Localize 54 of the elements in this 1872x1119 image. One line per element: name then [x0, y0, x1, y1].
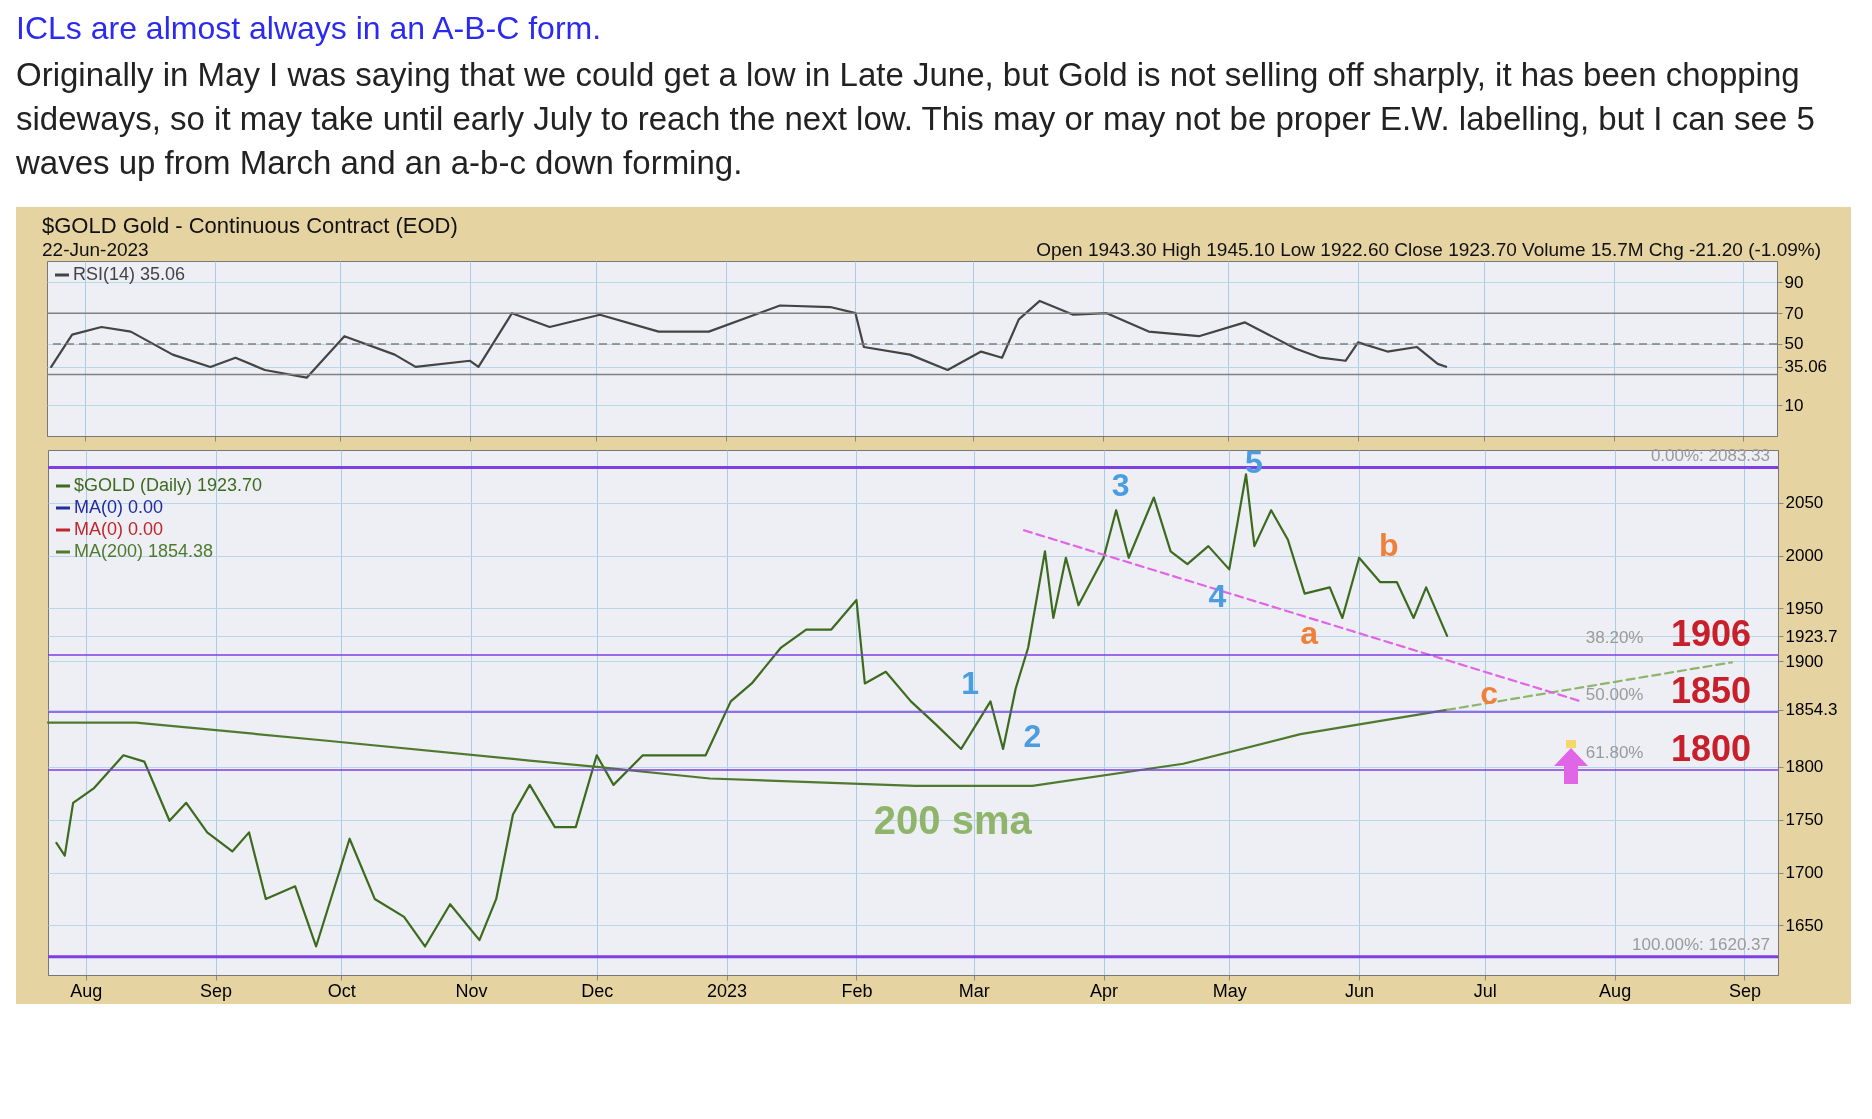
line-series: [50, 299, 1448, 379]
x-tick-label: Mar: [958, 980, 990, 1001]
y-tick-label: 1750: [1785, 810, 1824, 830]
y-tick-label: 1650: [1785, 915, 1824, 935]
annotation: c: [1480, 675, 1498, 712]
x-tick-label: Sep: [1728, 980, 1761, 1001]
y-tick-label: 35.06: [1784, 357, 1828, 377]
x-tick-label: Feb: [841, 980, 873, 1001]
text: $GOLD Gold - Continuous Contract (EOD): [42, 213, 459, 239]
y-tick-label: 2000: [1785, 546, 1824, 566]
legend-label: RSI(14) 35.06: [73, 264, 186, 284]
line-series: [46, 708, 1449, 788]
y-tick-label: 1700: [1785, 863, 1824, 883]
x-tick-label: Apr: [1090, 980, 1119, 1001]
legend-label: $GOLD (Daily) 1923.70: [74, 475, 263, 495]
annotation: 2: [1023, 718, 1042, 755]
chart-title: ICLs are almost always in an A-B-C form.: [15, 9, 603, 47]
line-series: [55, 473, 1449, 948]
x-tick-label: Sep: [200, 980, 233, 1001]
legend-label: MA(0) 0.00: [74, 519, 164, 539]
legend-label: MA(0) 0.00: [74, 497, 164, 517]
text: 22-Jun-2023: [42, 239, 149, 261]
y-tick-label: 1854.3: [1785, 700, 1838, 720]
x-tick-label: Jul: [1473, 980, 1497, 1001]
annotation: a: [1300, 614, 1319, 651]
annotation: 3: [1111, 466, 1130, 503]
y-tick-label: 1800: [1785, 757, 1824, 777]
y-tick-label: 90: [1784, 272, 1804, 292]
x-tick-label: Aug: [70, 980, 103, 1001]
legend-label: MA(200) 1854.38: [74, 541, 214, 561]
annotation: 38.20%: [1585, 627, 1644, 647]
y-tick-label: 2050: [1785, 493, 1824, 513]
x-tick-label: Aug: [1599, 980, 1632, 1001]
y-tick-label: 1950: [1785, 598, 1824, 618]
annotation: 200 sma: [873, 797, 1033, 842]
annotation: 1906: [1670, 612, 1752, 654]
y-tick-label: 1900: [1785, 651, 1824, 671]
x-tick-label: May: [1212, 980, 1247, 1001]
y-tick-label: 1923.7: [1785, 626, 1838, 646]
text: Open 1943.30 High 1945.10 Low 1922.60 Close 1923.70 Volume 15.7M Chg -21.20 (-1.09%): [1036, 239, 1821, 261]
chart-subtitle: Originally in May I was saying that we could get a low in Late June, but Gold is not selling off sharply, it has been chopping sideways, so it may take until early July to reach the next low. This may or may not be proper E.W. labelling, but I can see 5 waves up from March and an a-b-c down forming.: [15, 55, 1816, 183]
annotation: 1: [961, 664, 979, 701]
y-tick-label: 50: [1784, 334, 1804, 354]
x-tick-label: Jun: [1345, 980, 1375, 1001]
x-tick-label: Nov: [455, 980, 488, 1001]
annotation: 1800: [1670, 728, 1752, 770]
x-tick-label: Dec: [581, 980, 614, 1001]
annotation: 4: [1208, 578, 1227, 614]
annotation: 1850: [1670, 669, 1752, 711]
y-tick-label: 70: [1784, 303, 1804, 323]
x-tick-label: 2023: [707, 980, 748, 1001]
x-tick-label: Oct: [327, 980, 356, 1001]
annotation: b: [1378, 527, 1399, 564]
y-tick-label: 10: [1784, 395, 1804, 415]
